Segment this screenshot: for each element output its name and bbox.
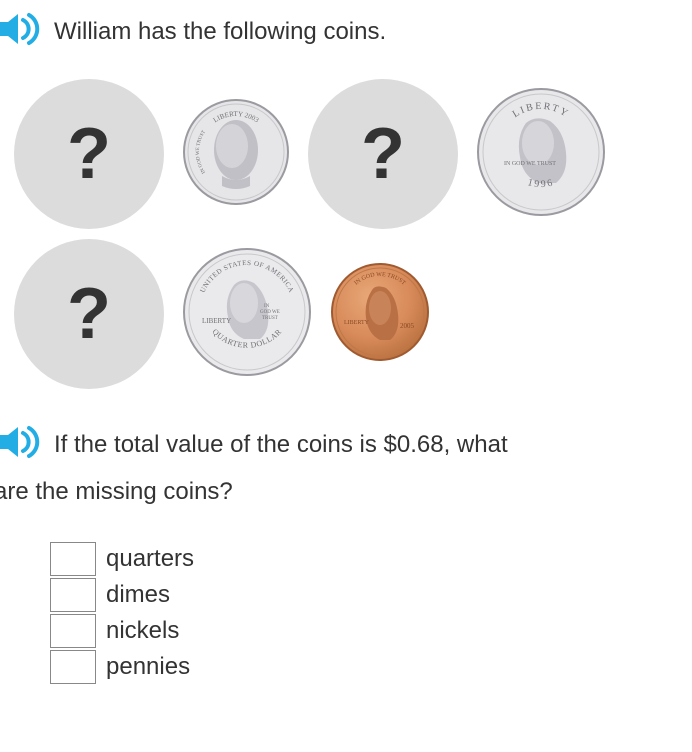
answer-row-nickels: nickels [50,614,692,648]
pennies-label: pennies [106,653,190,681]
question-text-line1: If the total value of the coins is $0.68… [54,431,508,459]
answer-row-quarters: quarters [50,542,692,576]
coin-row-2: ? UNITED STATES OF AMERICA QUARTER DOLLA… [14,239,692,389]
penny-right-text: 2005 [400,322,415,330]
penny-left-text: LIBERTY [344,320,370,326]
mystery-coin: ? [14,79,164,229]
dimes-label: dimes [106,581,170,609]
audio-icon[interactable] [0,425,40,464]
answer-row-pennies: pennies [50,650,692,684]
mystery-symbol: ? [67,113,111,195]
nickels-input[interactable] [50,614,96,648]
question-block: If the total value of the coins is $0.68… [0,425,692,506]
penny-coin: IN GOD WE TRUST LIBERTY 2005 [330,262,430,367]
coin-row-1: ? LIBERTY 2003 IN GOD WE TRUST [14,79,692,229]
question-text-line2: are the missing coins? [0,478,692,506]
answer-section: quarters dimes nickels pennies [50,542,692,684]
pennies-input[interactable] [50,650,96,684]
answer-row-dimes: dimes [50,578,692,612]
quarter-reverse-right-text-2: GOD WE [260,310,280,315]
coins-area: ? LIBERTY 2003 IN GOD WE TRUST [14,79,692,389]
mystery-symbol: ? [67,273,111,355]
intro-row: William has the following coins. [0,12,692,51]
intro-text: William has the following coins. [54,18,386,46]
nickels-label: nickels [106,617,179,645]
mystery-coin: ? [14,239,164,389]
quarter-obverse-left-text: IN GOD WE TRUST [504,161,556,167]
mystery-symbol: ? [361,113,405,195]
quarters-label: quarters [106,545,194,573]
quarter-reverse-coin: UNITED STATES OF AMERICA QUARTER DOLLAR … [182,247,312,382]
quarter-reverse-right-text-1: IN [264,304,270,309]
quarter-reverse-right-text-3: TRUST [262,316,278,321]
mystery-coin: ? [308,79,458,229]
quarter-reverse-left-text: LIBERTY [202,317,231,325]
audio-icon[interactable] [0,12,40,51]
quarters-input[interactable] [50,542,96,576]
nickel-coin: LIBERTY 2003 IN GOD WE TRUST [182,98,290,211]
dimes-input[interactable] [50,578,96,612]
quarter-obverse-coin: LIBERTY 1996 IN GOD WE TRUST [476,87,606,222]
